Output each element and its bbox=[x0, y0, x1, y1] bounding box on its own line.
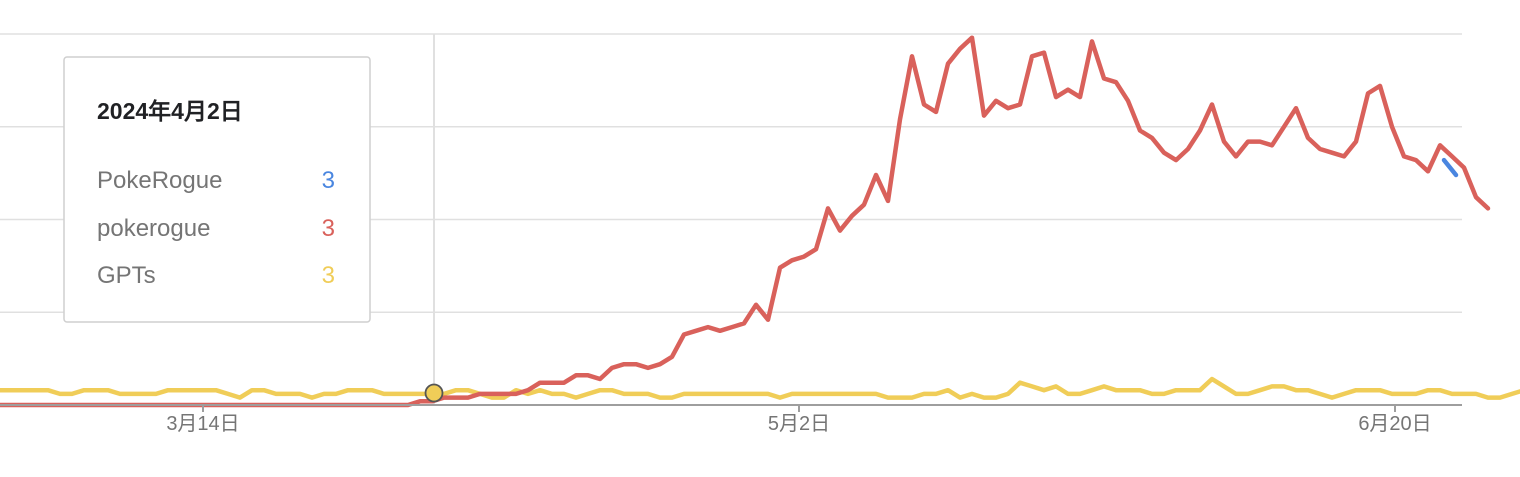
series-line-gpts-2 bbox=[0, 376, 1520, 400]
tooltip-series-name-pokerogue: pokerogue bbox=[97, 215, 210, 242]
x-tick-label: 5月2日 bbox=[768, 413, 830, 435]
tooltip-series-value-pokerogue: 3 bbox=[322, 215, 335, 242]
series-line-pokerogue-0 bbox=[1441, 157, 1459, 178]
tooltip-series-name-gpts: GPTs bbox=[97, 262, 156, 289]
tooltip-series-value-gpts: 3 bbox=[322, 262, 335, 289]
x-tick-label: 6月20日 bbox=[1358, 413, 1431, 435]
x-axis-ticks: 3月14日 5月2日 6月20日 bbox=[166, 405, 1432, 435]
tooltip-series-name-pokerogue-capital: PokeRogue bbox=[97, 167, 222, 194]
tooltip-series-value-pokerogue-capital: 3 bbox=[322, 167, 335, 194]
hover-point-marker[interactable] bbox=[424, 383, 444, 403]
tooltip-box bbox=[63, 56, 371, 323]
x-tick-label: 3月14日 bbox=[166, 413, 239, 435]
hover-tooltip: 2024年4月2日 PokeRogue 3 pokerogue 3 GPTs 3 bbox=[63, 56, 371, 323]
tooltip-date: 2024年4月2日 bbox=[97, 98, 243, 124]
